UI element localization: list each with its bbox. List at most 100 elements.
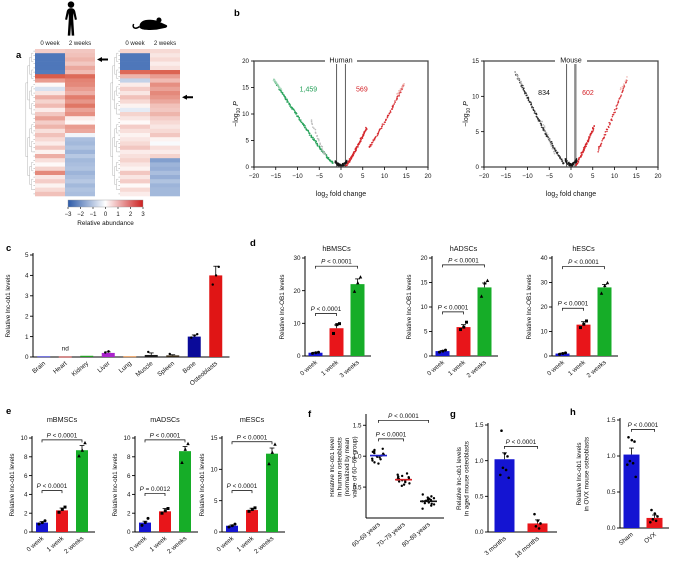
svg-text:Lung: Lung: [118, 360, 134, 375]
svg-text:P < 0.0001: P < 0.0001: [628, 422, 659, 429]
svg-text:OVX: OVX: [643, 531, 658, 545]
svg-text:0.5: 0.5: [607, 489, 616, 496]
svg-text:3: 3: [141, 212, 145, 218]
svg-text:2 weeks: 2 weeks: [63, 535, 85, 555]
svg-text:Brain: Brain: [31, 360, 47, 375]
svg-text:2: 2: [129, 212, 133, 218]
svg-text:P < 0.0001: P < 0.0001: [237, 434, 268, 441]
svg-text:Human: Human: [329, 56, 352, 65]
svg-text:Heart: Heart: [52, 360, 69, 376]
svg-text:P = 0.0012: P = 0.0012: [140, 486, 171, 493]
svg-text:8: 8: [24, 454, 28, 461]
ovx-bar-chart: 0.0 0.5 1.0 1.5 Sham OVX P < 0.0001 Relative ln…: [575, 408, 689, 566]
svg-text:P < 0.0001: P < 0.0001: [448, 257, 479, 264]
svg-text:1 week: 1 week: [447, 359, 467, 378]
svg-text:10: 10: [20, 435, 28, 442]
svg-text:Relative abundance: Relative abundance: [77, 220, 134, 227]
svg-text:10: 10: [420, 304, 428, 311]
svg-text:0.0: 0.0: [475, 529, 484, 536]
svg-text:hBMSCs: hBMSCs: [322, 244, 351, 253]
svg-text:P < 0.0001: P < 0.0001: [311, 306, 342, 313]
svg-text:Relative lnc-ob1 level: Relative lnc-ob1 level: [330, 437, 336, 497]
svg-text:hADSCs: hADSCs: [450, 244, 478, 253]
volcano-human: −20 −15 −10 −5 0 5 10 15 20 0 5 10 15 20 Human 1,459 569…: [230, 8, 460, 204]
tissue-bar-chart: 0 1 2 3 4 5 Brain Heart Kidney Liver Lung Muscle Spl…: [0, 245, 240, 403]
svg-text:1.5: 1.5: [475, 422, 484, 429]
svg-text:in human osteoblasts: in human osteoblasts: [337, 437, 344, 497]
svg-text:−2: −2: [77, 212, 85, 218]
svg-text:−5: −5: [546, 173, 554, 180]
svg-text:P < 0.0001: P < 0.0001: [388, 413, 419, 420]
svg-text:2: 2: [25, 313, 29, 320]
svg-text:0: 0: [297, 353, 301, 360]
svg-text:10: 10: [611, 173, 618, 180]
svg-text:40: 40: [540, 255, 548, 262]
svg-text:0.5: 0.5: [353, 484, 362, 491]
svg-text:Bone: Bone: [182, 360, 198, 375]
svg-text:4: 4: [24, 492, 28, 499]
svg-text:30: 30: [540, 280, 548, 287]
svg-text:0: 0: [25, 354, 29, 361]
svg-text:4: 4: [25, 273, 29, 280]
svg-text:5: 5: [476, 129, 480, 136]
svg-text:−15: −15: [271, 173, 282, 180]
svg-text:Mouse: Mouse: [560, 56, 582, 65]
svg-text:−5: −5: [316, 173, 324, 180]
svg-text:2: 2: [127, 510, 131, 517]
svg-text:0: 0: [544, 353, 548, 360]
svg-text:Relative lnc-ob1 levels: Relative lnc-ob1 levels: [199, 454, 206, 517]
svg-text:5: 5: [361, 173, 365, 180]
human-icon: [61, 1, 81, 37]
hescs-bar-chart: 0 10 20 30 40 0 week 1 week 2 weeks P < 0.0001 P …: [502, 238, 634, 406]
svg-text:P < 0.0001: P < 0.0001: [227, 483, 258, 490]
svg-text:Relative lnc-ob1 levels: Relative lnc-ob1 levels: [112, 454, 119, 517]
svg-text:Muscle: Muscle: [135, 360, 155, 379]
svg-text:2 weeks: 2 weeks: [69, 40, 91, 47]
svg-text:−20: −20: [249, 173, 260, 180]
svg-text:1: 1: [25, 334, 29, 341]
svg-text:15: 15: [210, 435, 218, 442]
svg-text:18 months: 18 months: [514, 535, 541, 559]
svg-text:1,459: 1,459: [300, 87, 318, 94]
svg-text:P < 0.0001: P < 0.0001: [568, 259, 599, 266]
svg-text:6: 6: [127, 473, 131, 480]
svg-text:(normalized by mean: (normalized by mean: [344, 437, 351, 496]
svg-text:0 week: 0 week: [40, 40, 60, 47]
svg-text:P < 0.0001: P < 0.0001: [558, 301, 589, 308]
svg-text:0: 0: [127, 529, 131, 536]
svg-text:P < 0.0001: P < 0.0001: [506, 439, 537, 446]
svg-text:10: 10: [123, 435, 131, 442]
svg-text:5: 5: [214, 498, 218, 505]
svg-text:−10: −10: [292, 173, 303, 180]
svg-text:P < 0.0001: P < 0.0001: [47, 432, 78, 439]
svg-text:nd: nd: [62, 345, 70, 352]
svg-text:0: 0: [339, 173, 343, 180]
svg-text:0: 0: [214, 529, 218, 536]
svg-text:1 week: 1 week: [320, 359, 340, 378]
svg-text:Sham: Sham: [618, 531, 635, 547]
age-dot-plot: 0.5 1.0 1.5 60–69 years 70–79 years 80–89 yea…: [330, 408, 462, 566]
heatmap-mouse: 0 week 2 weeks: [110, 36, 194, 198]
svg-text:Relative lnc-ob1 levels: Relative lnc-ob1 levels: [9, 454, 16, 517]
svg-text:value of 60–69 group): value of 60–69 group): [352, 436, 359, 497]
svg-text:6: 6: [24, 473, 28, 480]
svg-text:15: 15: [420, 280, 428, 287]
svg-text:−10: −10: [522, 173, 533, 180]
svg-text:mBMSCs: mBMSCs: [47, 415, 78, 424]
volcano-mouse: −20 −15 −10 −5 0 5 10 15 20 0 5 10 15 Mouse 834 602 log2…: [460, 8, 690, 204]
mescs-bar-chart: 0 5 10 15 0 week 1 week 2 weeks P < 0.0001 P < 0…: [198, 408, 300, 566]
svg-text:30: 30: [293, 255, 301, 262]
svg-text:1 week: 1 week: [567, 359, 587, 378]
svg-text:20: 20: [293, 288, 301, 295]
svg-text:−log10 P: −log10 P: [463, 101, 472, 127]
svg-text:−15: −15: [501, 173, 512, 180]
svg-text:3 months: 3 months: [483, 535, 507, 557]
svg-text:10: 10: [381, 173, 388, 180]
svg-text:Kidney: Kidney: [71, 360, 91, 378]
svg-text:10: 10: [210, 467, 218, 474]
svg-text:0 week: 0 week: [216, 535, 236, 554]
svg-text:−1: −1: [90, 212, 98, 218]
svg-text:20: 20: [420, 255, 428, 262]
svg-text:0: 0: [424, 353, 428, 360]
